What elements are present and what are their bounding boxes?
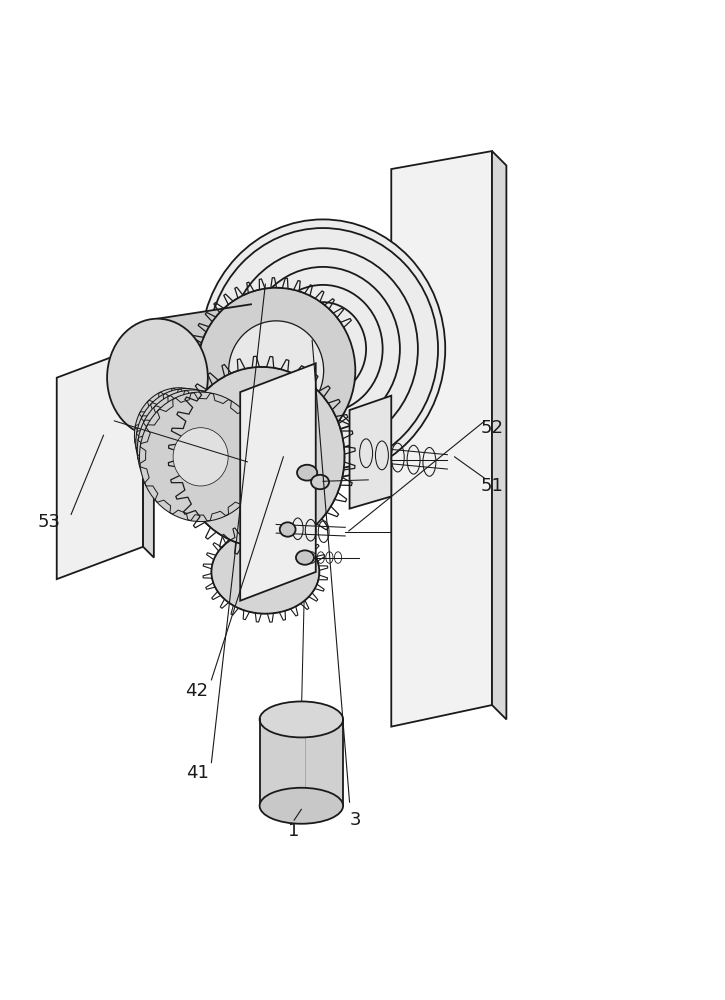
Ellipse shape: [139, 392, 262, 522]
Ellipse shape: [168, 423, 219, 477]
Ellipse shape: [173, 428, 228, 486]
Ellipse shape: [136, 388, 236, 496]
Ellipse shape: [311, 475, 329, 489]
Ellipse shape: [134, 388, 223, 483]
Ellipse shape: [280, 522, 296, 537]
Polygon shape: [492, 151, 506, 719]
Text: 53: 53: [38, 513, 61, 531]
Ellipse shape: [212, 530, 319, 614]
Ellipse shape: [297, 465, 317, 481]
Ellipse shape: [164, 418, 209, 467]
Polygon shape: [57, 345, 143, 579]
Ellipse shape: [260, 701, 343, 737]
Text: 51: 51: [481, 477, 503, 495]
Ellipse shape: [201, 304, 302, 422]
Text: 1: 1: [289, 822, 300, 840]
Ellipse shape: [197, 288, 355, 453]
Polygon shape: [260, 719, 343, 806]
Text: 3: 3: [349, 811, 361, 829]
Polygon shape: [392, 151, 492, 727]
Ellipse shape: [274, 369, 285, 379]
Polygon shape: [157, 304, 251, 437]
Text: 42: 42: [186, 682, 209, 700]
Ellipse shape: [159, 414, 199, 457]
Ellipse shape: [228, 321, 323, 420]
Text: 52: 52: [481, 419, 503, 437]
Ellipse shape: [260, 788, 343, 824]
Ellipse shape: [179, 367, 344, 547]
Ellipse shape: [137, 390, 249, 509]
Ellipse shape: [228, 421, 295, 493]
Polygon shape: [349, 396, 392, 509]
Ellipse shape: [107, 319, 208, 437]
Polygon shape: [240, 363, 315, 601]
Ellipse shape: [201, 219, 445, 478]
Ellipse shape: [296, 550, 314, 565]
Text: 41: 41: [186, 764, 209, 782]
Polygon shape: [143, 345, 154, 558]
